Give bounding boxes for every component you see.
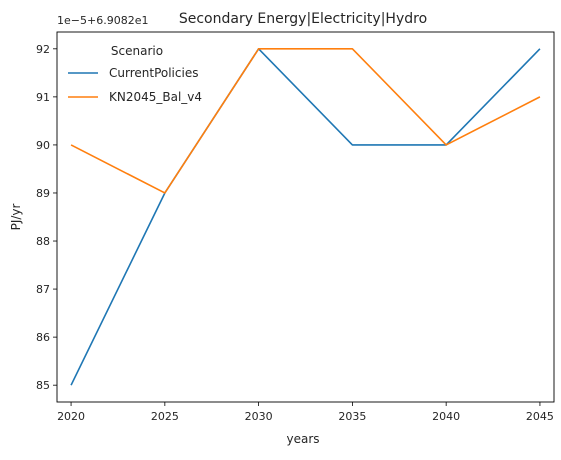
y-tick-label: 91 bbox=[36, 91, 50, 104]
y-offset-label: 1e−5+6.9082e1 bbox=[57, 14, 148, 27]
y-tick-label: 90 bbox=[36, 139, 50, 152]
legend-entry: KN2045_Bal_v4 bbox=[109, 90, 202, 104]
legend-title: Scenario bbox=[111, 44, 163, 58]
x-tick-label: 2020 bbox=[57, 410, 85, 423]
series-line-kn2045-bal-v4 bbox=[70, 48, 541, 194]
x-axis-label: years bbox=[286, 432, 319, 446]
series-line-currentpolicies bbox=[70, 48, 541, 386]
legend-entry: CurrentPolicies bbox=[109, 66, 198, 80]
y-axis-label: PJ/yr bbox=[9, 204, 23, 231]
y-tick-label: 89 bbox=[36, 187, 50, 200]
plot-frame bbox=[56, 31, 555, 403]
x-tick-label: 2040 bbox=[432, 410, 460, 423]
y-tick-label: 86 bbox=[36, 331, 50, 344]
legend: Scenario CurrentPolicies KN2045_Bal_v4 bbox=[68, 44, 202, 104]
y-tick-label: 87 bbox=[36, 283, 50, 296]
x-tick-label: 2035 bbox=[338, 410, 366, 423]
chart-title: Secondary Energy|Electricity|Hydro bbox=[179, 11, 427, 27]
x-tick-label: 2045 bbox=[526, 410, 554, 423]
y-tick-label: 88 bbox=[36, 235, 50, 248]
x-tick-label: 2030 bbox=[245, 410, 273, 423]
y-tick-label: 85 bbox=[36, 379, 50, 392]
y-tick-label: 92 bbox=[36, 43, 50, 56]
x-tick-label: 2025 bbox=[151, 410, 179, 423]
